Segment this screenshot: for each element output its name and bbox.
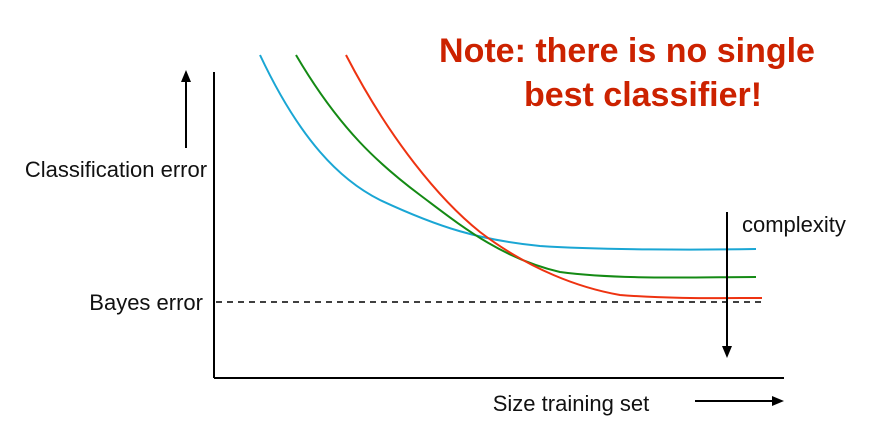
curve-low-complexity (259, 54, 757, 251)
curve-high-complexity (345, 54, 763, 300)
complexity-label: complexity (742, 212, 846, 237)
y-axis-label: Classification error (25, 157, 207, 182)
curve-mid-complexity (295, 54, 757, 279)
note-line-1: Note: there is no single (439, 32, 815, 70)
x-axis-label: Size training set (493, 391, 650, 416)
arrow-down-icon (722, 212, 732, 358)
arrow-right-icon (695, 396, 784, 406)
bayes-error-label: Bayes error (89, 290, 203, 315)
arrow-up-icon (181, 70, 191, 148)
note-line-2: best classifier! (524, 76, 762, 114)
